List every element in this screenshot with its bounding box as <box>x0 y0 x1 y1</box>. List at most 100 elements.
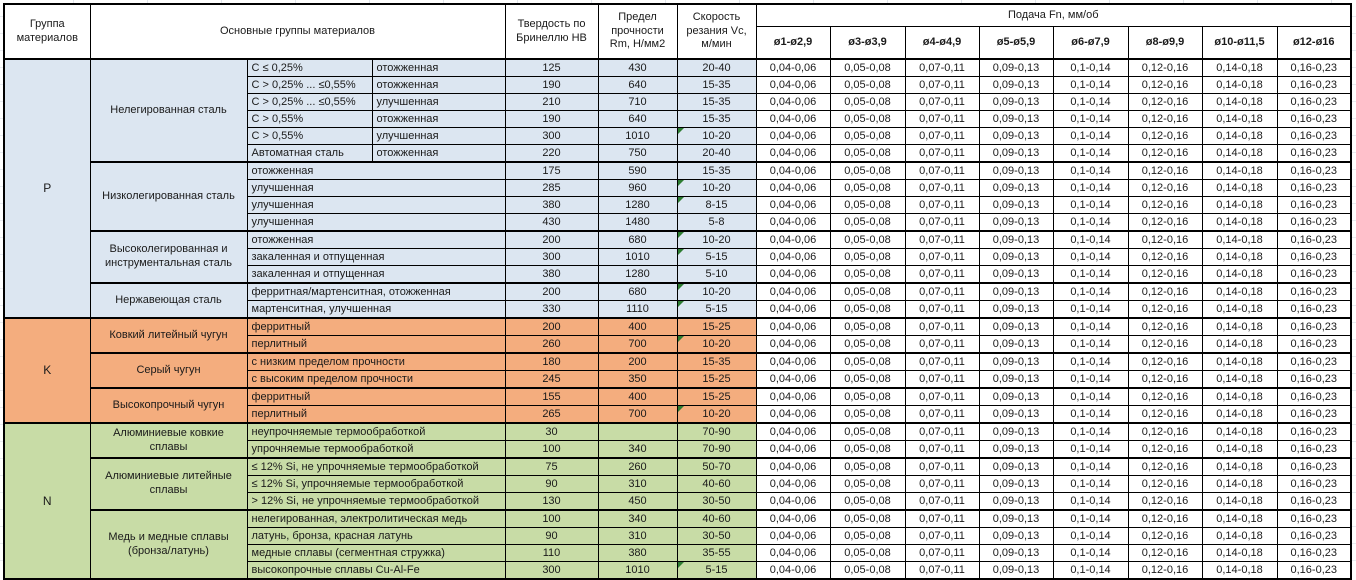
feed-cell[interactable]: 0,04-0,06 <box>755 179 831 197</box>
speed-cell[interactable]: 35-55 <box>676 544 757 562</box>
header-feed-title[interactable]: Подача Fn, мм/об <box>755 3 1352 27</box>
feed-cell[interactable]: 0,09-0,13 <box>978 370 1054 389</box>
subgroup-name-cell[interactable]: Высокопрочный чугун <box>89 387 248 424</box>
feed-cell[interactable]: 0,16-0,23 <box>1276 544 1352 562</box>
feed-cell[interactable]: 0,1-0,14 <box>1052 370 1129 389</box>
feed-cell[interactable]: 0,1-0,14 <box>1052 457 1129 476</box>
speed-cell[interactable]: 10-20 <box>676 335 757 354</box>
feed-cell[interactable]: 0,12-0,16 <box>1127 387 1203 406</box>
feed-cell[interactable]: 0,14-0,18 <box>1201 248 1278 266</box>
feed-cell[interactable]: 0,05-0,08 <box>829 527 906 545</box>
feed-cell[interactable]: 0,12-0,16 <box>1127 179 1203 197</box>
feed-cell[interactable]: 0,1-0,14 <box>1052 492 1129 511</box>
feed-cell[interactable]: 0,04-0,06 <box>755 440 831 459</box>
feed-cell[interactable]: 0,09-0,13 <box>978 144 1054 163</box>
feed-cell[interactable]: 0,07-0,11 <box>904 248 980 266</box>
header-dia-1[interactable]: ø1-ø2,9 <box>755 26 831 60</box>
feed-cell[interactable]: 0,1-0,14 <box>1052 317 1129 336</box>
material-cell[interactable]: > 12% Si, не упрочняемые термообработкой <box>246 492 506 511</box>
state-cell[interactable]: отожженная <box>371 76 506 94</box>
feed-cell[interactable]: 0,14-0,18 <box>1201 561 1278 580</box>
feed-cell[interactable]: 0,14-0,18 <box>1201 475 1278 493</box>
hardness-cell[interactable]: 245 <box>504 370 599 389</box>
strength-cell[interactable]: 1010 <box>597 248 678 266</box>
feed-cell[interactable]: 0,05-0,08 <box>829 76 906 94</box>
material-cell[interactable]: нелегированная, электролитическая медь <box>246 509 506 528</box>
feed-cell[interactable]: 0,07-0,11 <box>904 110 980 128</box>
feed-cell[interactable]: 0,04-0,06 <box>755 370 831 389</box>
speed-cell[interactable]: 30-50 <box>676 492 757 511</box>
feed-cell[interactable]: 0,07-0,11 <box>904 58 980 77</box>
strength-cell[interactable]: 310 <box>597 527 678 545</box>
speed-cell[interactable]: 8-15 <box>676 196 757 214</box>
feed-cell[interactable]: 0,05-0,08 <box>829 93 906 111</box>
feed-cell[interactable]: 0,1-0,14 <box>1052 282 1129 301</box>
feed-cell[interactable]: 0,04-0,06 <box>755 509 831 528</box>
hardness-cell[interactable]: 110 <box>504 544 599 562</box>
speed-cell[interactable]: 20-40 <box>676 144 757 163</box>
subgroup-name-cell[interactable]: Серый чугун <box>89 352 248 389</box>
strength-cell[interactable]: 590 <box>597 161 678 180</box>
header-dia-5[interactable]: ø6-ø7,9 <box>1052 26 1129 60</box>
material-cell[interactable]: C > 0,25% ... ≤0,55% <box>246 93 373 111</box>
state-cell[interactable]: отожженная <box>371 110 506 128</box>
feed-cell[interactable]: 0,04-0,06 <box>755 352 831 371</box>
feed-cell[interactable]: 0,07-0,11 <box>904 370 980 389</box>
feed-cell[interactable]: 0,12-0,16 <box>1127 457 1203 476</box>
feed-cell[interactable]: 0,09-0,13 <box>978 196 1054 214</box>
hardness-cell[interactable]: 175 <box>504 161 599 180</box>
strength-cell[interactable]: 340 <box>597 509 678 528</box>
feed-cell[interactable]: 0,16-0,23 <box>1276 230 1352 249</box>
feed-cell[interactable]: 0,05-0,08 <box>829 161 906 180</box>
feed-cell[interactable]: 0,05-0,08 <box>829 127 906 145</box>
feed-cell[interactable]: 0,16-0,23 <box>1276 196 1352 214</box>
feed-cell[interactable]: 0,09-0,13 <box>978 561 1054 580</box>
strength-cell[interactable]: 1010 <box>597 127 678 145</box>
group-letter-cell[interactable]: K <box>3 317 91 424</box>
strength-cell[interactable]: 430 <box>597 58 678 77</box>
feed-cell[interactable]: 0,16-0,23 <box>1276 213 1352 232</box>
speed-cell[interactable]: 15-25 <box>676 387 757 406</box>
feed-cell[interactable]: 0,16-0,23 <box>1276 93 1352 111</box>
feed-cell[interactable]: 0,1-0,14 <box>1052 265 1129 284</box>
feed-cell[interactable]: 0,16-0,23 <box>1276 58 1352 77</box>
feed-cell[interactable]: 0,09-0,13 <box>978 93 1054 111</box>
hardness-cell[interactable]: 90 <box>504 475 599 493</box>
feed-cell[interactable]: 0,16-0,23 <box>1276 110 1352 128</box>
feed-cell[interactable]: 0,12-0,16 <box>1127 561 1203 580</box>
feed-cell[interactable]: 0,04-0,06 <box>755 422 831 441</box>
feed-cell[interactable]: 0,05-0,08 <box>829 317 906 336</box>
feed-cell[interactable]: 0,09-0,13 <box>978 387 1054 406</box>
subgroup-name-cell[interactable]: Высоколегированная и инструментальная ст… <box>89 230 248 284</box>
feed-cell[interactable]: 0,14-0,18 <box>1201 58 1278 77</box>
feed-cell[interactable]: 0,12-0,16 <box>1127 282 1203 301</box>
hardness-cell[interactable]: 300 <box>504 127 599 145</box>
feed-cell[interactable]: 0,05-0,08 <box>829 352 906 371</box>
feed-cell[interactable]: 0,1-0,14 <box>1052 127 1129 145</box>
material-cell[interactable]: высокопрочные сплавы Cu-Al-Fe <box>246 561 506 580</box>
hardness-cell[interactable]: 210 <box>504 93 599 111</box>
strength-cell[interactable]: 1110 <box>597 300 678 319</box>
feed-cell[interactable]: 0,09-0,13 <box>978 300 1054 319</box>
material-cell[interactable]: упрочняемые термообработкой <box>246 440 506 459</box>
feed-cell[interactable]: 0,07-0,11 <box>904 440 980 459</box>
material-cell[interactable]: отожженная <box>246 161 506 180</box>
feed-cell[interactable]: 0,14-0,18 <box>1201 335 1278 354</box>
material-cell[interactable]: улучшенная <box>246 179 506 197</box>
feed-cell[interactable]: 0,09-0,13 <box>978 509 1054 528</box>
feed-cell[interactable]: 0,12-0,16 <box>1127 370 1203 389</box>
feed-cell[interactable]: 0,14-0,18 <box>1201 127 1278 145</box>
hardness-cell[interactable]: 330 <box>504 300 599 319</box>
header-dia-7[interactable]: ø10-ø11,5 <box>1201 26 1278 60</box>
feed-cell[interactable]: 0,14-0,18 <box>1201 282 1278 301</box>
feed-cell[interactable]: 0,04-0,06 <box>755 492 831 511</box>
feed-cell[interactable]: 0,14-0,18 <box>1201 370 1278 389</box>
feed-cell[interactable]: 0,07-0,11 <box>904 527 980 545</box>
hardness-cell[interactable]: 125 <box>504 58 599 77</box>
feed-cell[interactable]: 0,12-0,16 <box>1127 335 1203 354</box>
feed-cell[interactable]: 0,04-0,06 <box>755 265 831 284</box>
speed-cell[interactable]: 5-15 <box>676 248 757 266</box>
strength-cell[interactable]: 710 <box>597 93 678 111</box>
feed-cell[interactable]: 0,05-0,08 <box>829 213 906 232</box>
feed-cell[interactable]: 0,07-0,11 <box>904 196 980 214</box>
